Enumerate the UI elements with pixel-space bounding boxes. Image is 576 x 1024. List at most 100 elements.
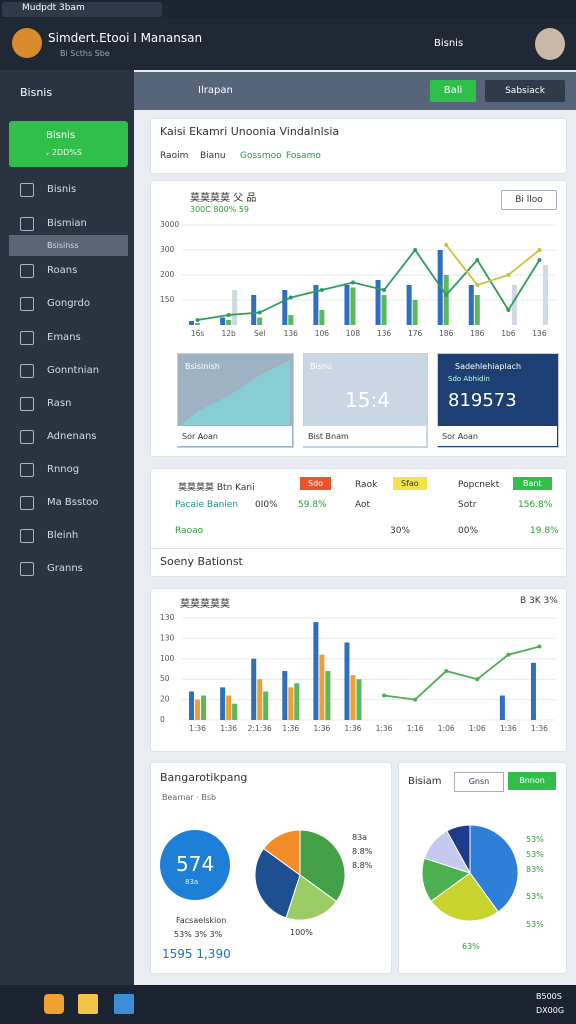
y-tick-label: 3000: [160, 220, 179, 229]
y-tick-label: 300: [160, 245, 175, 254]
taskbar-icon[interactable]: [114, 994, 134, 1014]
bar: [350, 675, 356, 720]
tile-footer-bg: [303, 426, 426, 446]
tile-footer-bg: [437, 426, 557, 446]
split-title: Bisiam: [408, 776, 442, 787]
sidebar-subitem[interactable]: Bsisinss: [9, 235, 128, 256]
tile-value: 15:4: [345, 388, 390, 412]
tag: Bant: [513, 477, 552, 490]
point: [382, 288, 387, 292]
profile-photo: [535, 28, 565, 60]
pie-slice: [430, 872, 499, 922]
pie-label: 53%: [526, 892, 544, 901]
sidebar-item[interactable]: Adnenans: [47, 431, 97, 442]
point: [413, 248, 418, 252]
filter[interactable]: Fosamo: [286, 151, 321, 161]
sidebar-item[interactable]: Granns: [47, 563, 83, 574]
bar: [325, 671, 331, 720]
tile-footer: Sor Aoan: [442, 432, 479, 441]
taskbar-icon[interactable]: [44, 994, 64, 1014]
point: [475, 283, 480, 287]
section-title: Soeny Bationst: [160, 555, 243, 568]
taskbar-icon[interactable]: [78, 994, 98, 1014]
filter[interactable]: Gossmoo: [240, 151, 282, 161]
pie-label: 8.8%: [352, 847, 373, 856]
bar: [251, 658, 257, 720]
sidebar-icon: [20, 463, 34, 477]
sidebar-icon: [20, 297, 34, 311]
bar: [474, 295, 480, 325]
kpi-circle: [160, 830, 230, 900]
x-tick-label: 186: [439, 329, 454, 338]
bar: [195, 699, 201, 720]
pie-slice: [262, 829, 301, 876]
sidebar-item[interactable]: Gongrdo: [47, 298, 90, 309]
sidebar-item[interactable]: Emans: [47, 332, 81, 343]
legend-text: Raok: [355, 480, 378, 490]
sidebar-item[interactable]: Rasn: [47, 398, 72, 409]
filter[interactable]: Raoim: [160, 151, 189, 161]
sidebar-menu[interactable]: Bisnis: [20, 86, 53, 99]
legend-text: 156.8%: [518, 500, 553, 510]
bar: [350, 287, 356, 325]
tile-footer: Bist Bnam: [308, 432, 349, 441]
bar: [294, 683, 300, 720]
bar: [189, 691, 195, 720]
sidebar-icon: [20, 264, 34, 278]
overview-button[interactable]: Bi lloo: [501, 190, 557, 210]
toolbar-title: Ilrapan: [198, 85, 233, 96]
tile-sparkline: [180, 360, 290, 425]
bar: [511, 285, 517, 325]
secondary-button[interactable]: Sabsiack: [485, 80, 565, 102]
line: [445, 244, 541, 287]
x-tick-label: 1:36: [531, 724, 548, 733]
tile-footer: Sor Aoan: [182, 432, 219, 441]
pie-slice: [254, 847, 301, 919]
x-tick-label: 1:36: [220, 724, 237, 733]
tab: [2, 2, 162, 17]
button[interactable]: Gnsn: [454, 772, 504, 792]
primary-button[interactable]: Bali: [430, 80, 476, 102]
bar: [232, 290, 238, 325]
clock: B500S: [536, 992, 562, 1001]
bar: [282, 290, 288, 325]
pie-slice: [299, 829, 346, 903]
caption: 100%: [290, 928, 313, 937]
bar: [257, 679, 263, 720]
tag: Sfao: [393, 477, 427, 490]
button[interactable]: Bnnon: [508, 772, 556, 790]
point: [382, 693, 387, 698]
bar: [406, 285, 412, 325]
sidebar-item[interactable]: Gonntnian: [47, 365, 100, 376]
bar: [288, 687, 294, 720]
y-tick-label: 130: [160, 613, 175, 622]
caption: 53% 3% 3%: [174, 930, 223, 939]
x-tick-label: 1:36: [376, 724, 393, 733]
tile-footer-bg: [177, 426, 292, 446]
sidebar-item[interactable]: Ma Bsstoo: [47, 497, 99, 508]
x-tick-label: 1:36: [500, 724, 517, 733]
x-tick-label: 1:36: [189, 724, 206, 733]
bar: [344, 285, 350, 325]
x-tick-label: 1:16: [407, 724, 424, 733]
legend-text: 莫莫莫莫 Btn Kani: [178, 483, 255, 493]
x-tick-label: Sel: [254, 329, 265, 338]
reports-title: 莫莫莫莫莫: [180, 599, 230, 610]
sidebar-item[interactable]: Bleinh: [47, 530, 79, 541]
filter[interactable]: Bianu: [200, 151, 226, 161]
sidebar-item[interactable]: Bismian: [47, 218, 87, 229]
summary-subtitle: Bearnar · Bsb: [162, 793, 217, 802]
x-tick-label: 136: [532, 329, 547, 338]
sidebar-item[interactable]: Bisnis: [47, 184, 77, 195]
point: [444, 669, 449, 674]
header-menu[interactable]: Bisnis: [434, 38, 464, 49]
active-item[interactable]: [9, 121, 128, 167]
reports-card: [150, 588, 567, 752]
sidebar-item[interactable]: Roans: [47, 265, 78, 276]
active-label: Bisnis: [46, 130, 76, 141]
legend-text: 19.8%: [530, 526, 559, 536]
sidebar-item[interactable]: Rnnog: [47, 464, 80, 475]
x-tick-label: 1:36: [345, 724, 362, 733]
x-tick-label: 1:06: [438, 724, 455, 733]
